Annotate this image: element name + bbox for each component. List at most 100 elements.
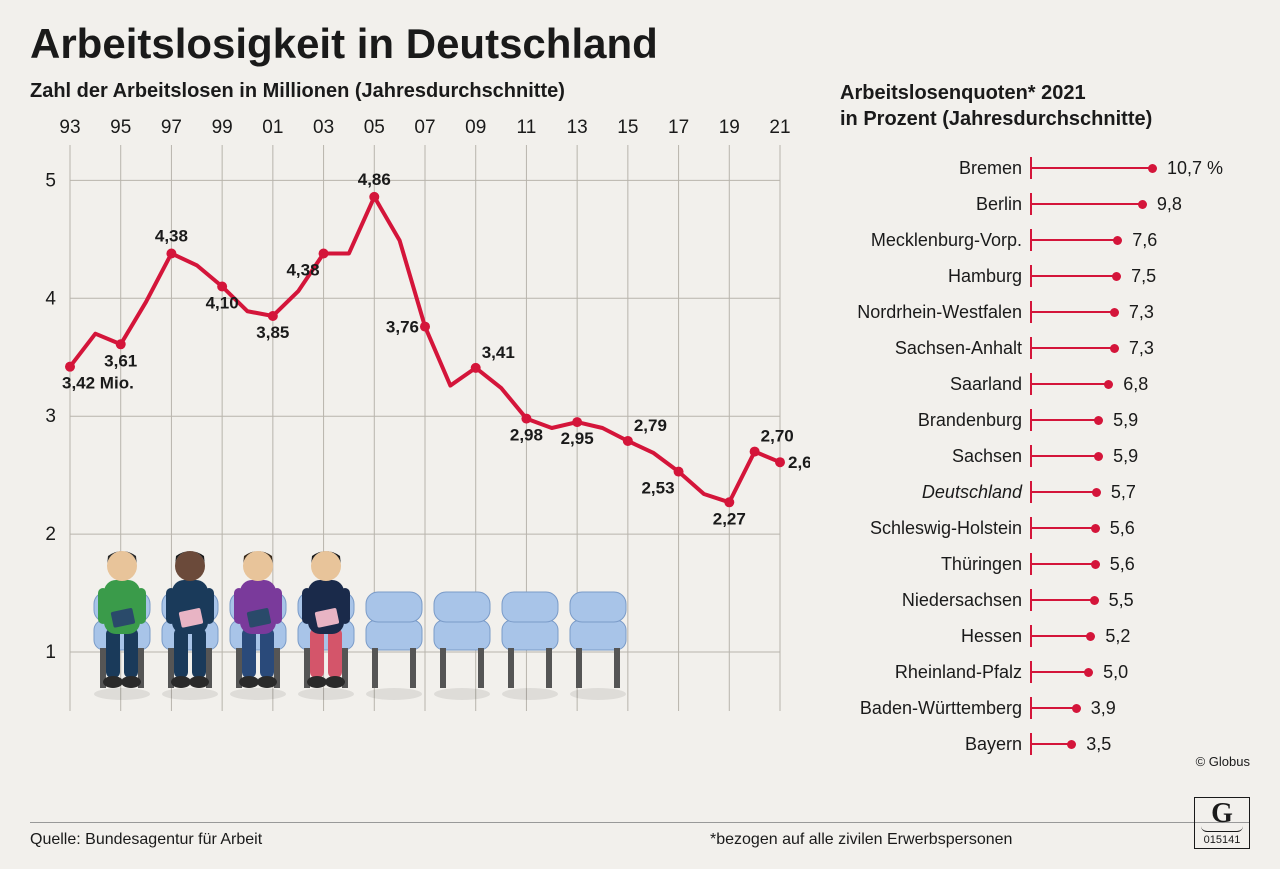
state-row: Brandenburg 5,9: [840, 402, 1250, 438]
state-row: Hamburg 7,5: [840, 258, 1250, 294]
state-bar: 10,7 %: [1030, 150, 1250, 186]
svg-text:3,61: 3,61: [104, 351, 137, 370]
right-title: Arbeitslosenquoten* 2021 in Prozent (Jah…: [840, 80, 1250, 132]
svg-text:99: 99: [212, 117, 233, 138]
state-name: Bremen: [840, 158, 1030, 179]
state-name: Baden-Württemberg: [840, 698, 1030, 719]
svg-text:5: 5: [45, 170, 56, 191]
state-row: Niedersachsen 5,5: [840, 582, 1250, 618]
svg-text:4: 4: [45, 288, 56, 309]
svg-text:15: 15: [617, 117, 638, 138]
svg-text:13: 13: [567, 117, 588, 138]
state-bar: 7,3: [1030, 294, 1250, 330]
state-name: Niedersachsen: [840, 590, 1030, 611]
state-row: Nordrhein-Westfalen7,3: [840, 294, 1250, 330]
state-value: 5,5: [1109, 590, 1134, 611]
svg-text:95: 95: [110, 117, 131, 138]
state-name: Rheinland-Pfalz: [840, 662, 1030, 683]
globus-id: 015141: [1197, 834, 1247, 846]
svg-text:2,61: 2,61: [788, 453, 810, 472]
state-value: 7,6: [1132, 230, 1157, 251]
state-value: 10,7 %: [1167, 158, 1223, 179]
state-value: 7,5: [1131, 266, 1156, 287]
state-row: Deutschland 5,7: [840, 474, 1250, 510]
svg-text:09: 09: [465, 117, 486, 138]
svg-text:3,76: 3,76: [386, 318, 419, 337]
state-row: Thüringen 5,6: [840, 546, 1250, 582]
state-value: 3,9: [1091, 698, 1116, 719]
svg-text:1: 1: [45, 642, 56, 663]
state-value: 5,9: [1113, 446, 1138, 467]
svg-text:2,53: 2,53: [641, 479, 674, 498]
svg-text:01: 01: [262, 117, 283, 138]
svg-text:2,79: 2,79: [634, 416, 667, 435]
states-list: Bremen 10,7 % Berlin 9,8 Mecklenburg-Vorp. 7,…: [840, 150, 1250, 762]
state-row: Baden-Württemberg 3,9: [840, 690, 1250, 726]
state-bar: 7,6: [1030, 222, 1250, 258]
state-bar: 5,9: [1030, 402, 1250, 438]
svg-text:3,41: 3,41: [482, 343, 515, 362]
state-row: Sachsen5,9: [840, 438, 1250, 474]
state-row: Rheinland-Pfalz 5,0: [840, 654, 1250, 690]
svg-text:2,27: 2,27: [713, 509, 746, 528]
svg-text:17: 17: [668, 117, 689, 138]
state-name: Hessen: [840, 626, 1030, 647]
svg-text:3: 3: [45, 406, 56, 427]
svg-text:2: 2: [45, 524, 56, 545]
svg-text:4,38: 4,38: [286, 260, 319, 279]
state-value: 5,2: [1105, 626, 1130, 647]
svg-text:19: 19: [719, 117, 740, 138]
footer-note: *bezogen auf alle zivilen Erwerbspersone…: [570, 831, 1250, 849]
main-title: Arbeitslosigkeit in Deutschland: [30, 20, 1250, 68]
state-value: 5,0: [1103, 662, 1128, 683]
state-bar: 7,5: [1030, 258, 1250, 294]
state-row: Bayern 3,5: [840, 726, 1250, 762]
svg-text:03: 03: [313, 117, 334, 138]
state-bar: 5,6: [1030, 510, 1250, 546]
state-value: 5,7: [1111, 482, 1136, 503]
copyright: © Globus: [1196, 754, 1250, 769]
state-name: Mecklenburg-Vorp.: [840, 230, 1030, 251]
state-bar: 9,8: [1030, 186, 1250, 222]
svg-text:4,86: 4,86: [358, 170, 391, 189]
state-value: 7,3: [1129, 302, 1154, 323]
globus-g-icon: G: [1197, 800, 1247, 828]
state-name: Hamburg: [840, 266, 1030, 287]
state-name: Thüringen: [840, 554, 1030, 575]
svg-text:4,38: 4,38: [155, 226, 188, 245]
state-row: Saarland6,8: [840, 366, 1250, 402]
svg-text:11: 11: [517, 117, 537, 138]
svg-text:07: 07: [414, 117, 435, 138]
state-value: 5,9: [1113, 410, 1138, 431]
state-bar: 5,5: [1030, 582, 1250, 618]
svg-text:2,98: 2,98: [510, 426, 543, 445]
state-bar: 5,0: [1030, 654, 1250, 690]
state-name: Bayern: [840, 734, 1030, 755]
state-value: 5,6: [1110, 554, 1135, 575]
state-name: Berlin: [840, 194, 1030, 215]
state-bar: 7,3: [1030, 330, 1250, 366]
state-name: Brandenburg: [840, 410, 1030, 431]
svg-text:21: 21: [769, 117, 790, 138]
left-subtitle: Zahl der Arbeitslosen in Millionen (Jahr…: [30, 80, 810, 103]
footer: Quelle: Bundesagentur für Arbeit *bezoge…: [30, 822, 1250, 849]
state-value: 3,5: [1086, 734, 1111, 755]
state-bar: 5,7: [1030, 474, 1250, 510]
state-row: Mecklenburg-Vorp. 7,6: [840, 222, 1250, 258]
state-row: Hessen 5,2: [840, 618, 1250, 654]
state-bar: 6,8: [1030, 366, 1250, 402]
right-title-line1: Arbeitslosenquoten* 2021: [840, 82, 1086, 104]
state-bar: 5,2: [1030, 618, 1250, 654]
globus-logo: G 015141: [1194, 797, 1250, 849]
svg-text:2,70: 2,70: [761, 427, 794, 446]
svg-text:3,42 Mio.: 3,42 Mio.: [62, 374, 134, 393]
state-row: Bremen 10,7 %: [840, 150, 1250, 186]
svg-text:4,10: 4,10: [206, 294, 239, 313]
svg-text:05: 05: [364, 117, 385, 138]
footer-source: Quelle: Bundesagentur für Arbeit: [30, 831, 570, 849]
state-name: Deutschland: [840, 482, 1030, 503]
state-row: Sachsen-Anhalt7,3: [840, 330, 1250, 366]
state-value: 9,8: [1157, 194, 1182, 215]
state-row: Schleswig-Holstein5,6: [840, 510, 1250, 546]
state-bar: 5,6: [1030, 546, 1250, 582]
